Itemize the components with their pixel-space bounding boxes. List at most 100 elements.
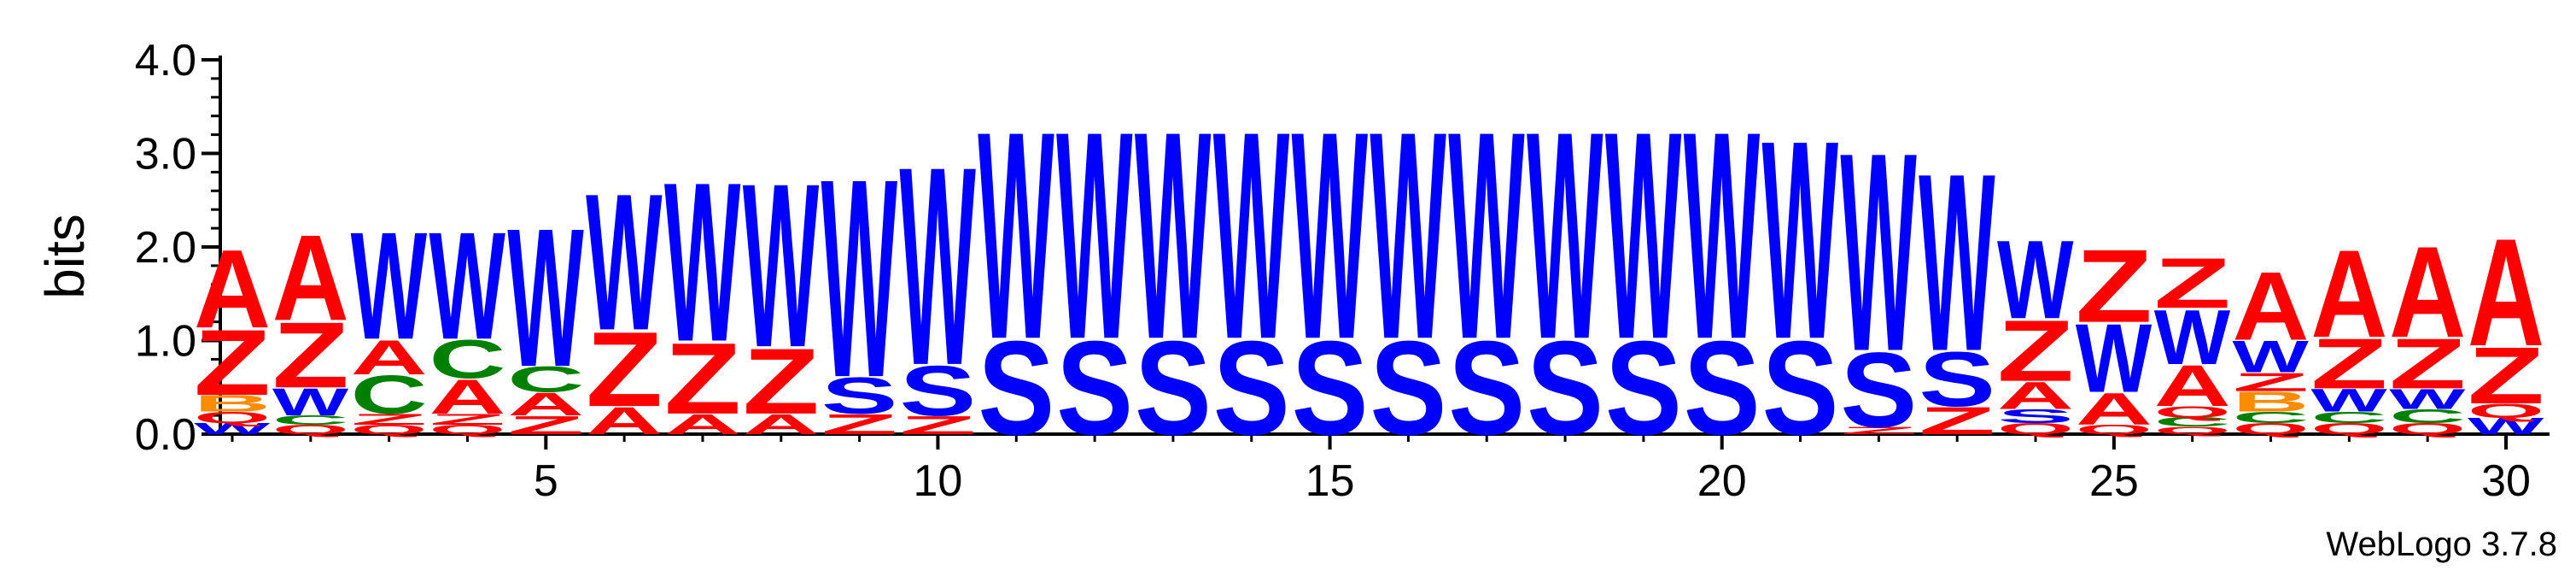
logo-letter-s: S xyxy=(978,314,1054,463)
y-tick-label: 2.0 xyxy=(135,223,196,273)
y-tick-label: 1.0 xyxy=(135,317,196,367)
logo-letter-q: Q xyxy=(2154,425,2231,436)
logo-letter-a: A xyxy=(2310,224,2387,364)
position-stack-16: SW xyxy=(1370,69,1446,462)
logo-letter-a: A xyxy=(586,399,663,443)
position-stack-17: SW xyxy=(1448,69,1525,462)
logo-letter-w: W xyxy=(1292,69,1368,400)
x-tick-label: 10 xyxy=(914,456,963,506)
logo-letter-q: Q xyxy=(272,422,349,437)
logo-letter-a: A xyxy=(272,210,349,346)
logo-letter-z: Z xyxy=(2233,367,2310,397)
logo-letter-q: Q xyxy=(2310,420,2387,437)
logo-letter-s: S xyxy=(1056,314,1133,463)
logo-letter-a: A xyxy=(1997,373,2074,417)
logo-letter-z: Z xyxy=(1919,399,1995,443)
x-tick-label: 20 xyxy=(1697,456,1747,506)
logo-letter-c: C xyxy=(2389,405,2466,426)
position-stack-8: AZW xyxy=(743,136,820,440)
logo-letter-z: Z xyxy=(1997,302,2074,399)
logo-letter-z: Z xyxy=(507,411,584,440)
position-stack-10: ZSW xyxy=(899,107,976,439)
position-stack-9: ZSW xyxy=(821,120,898,441)
logo-letter-z: Z xyxy=(2310,325,2387,404)
logo-letter-z: Z xyxy=(821,408,898,441)
logo-letter-c: C xyxy=(351,364,428,426)
logo-letter-w: W xyxy=(1605,69,1681,400)
logo-letter-w: W xyxy=(2076,304,2152,413)
logo-letter-s: S xyxy=(1762,314,1839,463)
logo-letter-z: Z xyxy=(664,322,741,435)
logo-letter-z: Z xyxy=(586,309,663,429)
y-axis-label: bits xyxy=(34,214,96,299)
logo-letter-z: Z xyxy=(1840,425,1917,437)
y-axis: 0.0 1.0 2.0 3.0 4.0 xyxy=(135,36,222,460)
logo-letter-s: S xyxy=(1527,314,1603,463)
logo-letter-c: C xyxy=(429,328,505,390)
logo-letter-q: Q xyxy=(2389,420,2466,437)
logo-letter-w: W xyxy=(899,107,975,424)
logo-letter-z: Z xyxy=(2154,244,2231,323)
logo-letter-w: W xyxy=(586,154,662,372)
logo-letter-z: Z xyxy=(899,411,976,440)
logo-letter-q: Q xyxy=(194,408,271,426)
logo-letter-a: A xyxy=(194,226,271,351)
logo-letter-q: Q xyxy=(429,422,505,437)
logo-letter-w: W xyxy=(664,136,741,390)
logo-letter-z: Z xyxy=(743,329,820,433)
logo-letter-w: W xyxy=(2233,332,2310,383)
position-stack-20: SW xyxy=(1684,69,1761,462)
logo-letter-z: Z xyxy=(2076,228,2153,344)
logo-letter-w: W xyxy=(1762,81,1838,398)
logo-letter-a: A xyxy=(664,408,741,440)
weblogo-credit: WebLogo 3.7.8 xyxy=(2326,526,2557,563)
y-tick-label: 4.0 xyxy=(135,36,196,85)
logo-letter-a: A xyxy=(429,369,505,425)
logo-letter-w: W xyxy=(978,69,1054,400)
x-tick-label: 15 xyxy=(1306,456,1355,506)
logo-letter-s: S xyxy=(1448,314,1525,463)
position-stack-19: SW xyxy=(1605,69,1682,462)
logo-letter-w: W xyxy=(507,188,584,408)
logo-letter-z: Z xyxy=(2468,331,2544,420)
logo-letter-s: S xyxy=(1370,314,1446,463)
logo-letter-w: W xyxy=(1056,69,1132,400)
logo-letter-w: W xyxy=(1135,69,1211,400)
position-stack-7: AZW xyxy=(664,136,741,441)
logo-letter-w: W xyxy=(2389,384,2465,415)
logo-letter-q: Q xyxy=(2154,403,2231,420)
position-stack-21: SW xyxy=(1762,81,1839,463)
logo-letter-s: S xyxy=(899,350,976,431)
logo-letter-s: S xyxy=(1919,337,1995,423)
logo-letter-a: A xyxy=(351,330,428,385)
x-tick-label: 30 xyxy=(2481,456,2531,506)
logo-letter-w: W xyxy=(1527,69,1603,400)
logo-letter-z: Z xyxy=(194,310,271,414)
position-stack-13: SW xyxy=(1135,69,1212,462)
x-tick-label: 25 xyxy=(2089,456,2139,506)
logo-letter-w: W xyxy=(1448,69,1524,400)
position-stack-12: SW xyxy=(1056,69,1133,462)
logo-letter-z: Z xyxy=(272,303,349,408)
logo-letter-s: S xyxy=(1684,314,1761,463)
logo-letter-a: A xyxy=(2389,220,2466,365)
x-axis: 5 10 15 20 25 30 xyxy=(220,432,2550,506)
logo-letter-w: W xyxy=(821,120,897,437)
logo-letter-w: W xyxy=(2310,383,2388,419)
position-stack-18: SW xyxy=(1527,69,1603,462)
logo-letter-q: Q xyxy=(2076,422,2153,437)
logo-letter-q: Q xyxy=(1997,420,2074,437)
logo-letter-w: W xyxy=(1370,69,1446,400)
position-stack-11: SW xyxy=(978,69,1054,462)
logo-letter-c: C xyxy=(2310,408,2387,426)
